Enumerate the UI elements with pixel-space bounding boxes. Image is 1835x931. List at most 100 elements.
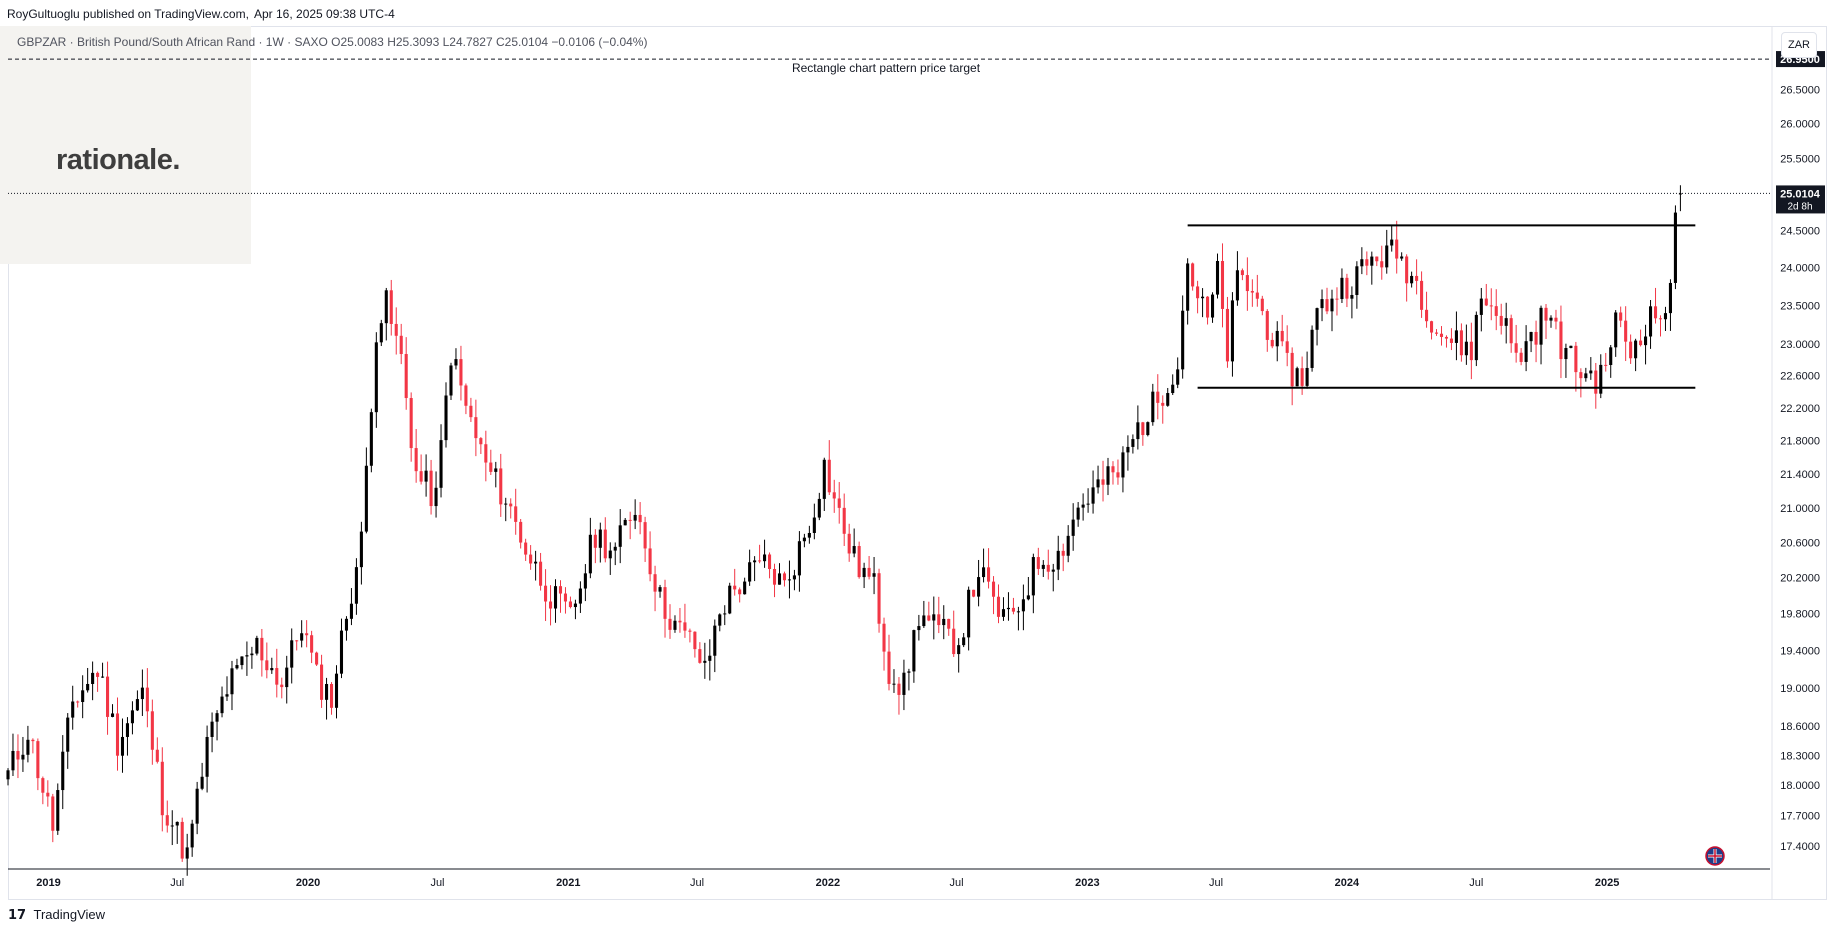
candle <box>1330 289 1334 332</box>
candle <box>91 661 95 701</box>
candle-body <box>115 713 120 756</box>
candle <box>1210 292 1215 323</box>
tradingview-footer[interactable]: 𝟭𝟳 TradingView <box>8 907 105 923</box>
candle-body <box>364 465 368 532</box>
candle-body <box>1245 275 1249 292</box>
candle-body <box>1639 340 1643 346</box>
candle <box>812 503 816 540</box>
x-tick-label: Jul <box>1209 877 1223 889</box>
candle <box>1370 251 1374 285</box>
candle-body <box>548 601 553 609</box>
candle <box>514 488 518 535</box>
candle-body <box>1186 263 1190 311</box>
candle <box>842 493 846 546</box>
candle <box>548 585 553 626</box>
candle-body <box>56 790 60 831</box>
candle-body <box>1614 312 1618 348</box>
candle <box>1459 323 1463 362</box>
candle <box>1499 303 1503 335</box>
y-tick-label: 23.0000 <box>1780 339 1820 351</box>
candle-body <box>987 567 991 582</box>
candle <box>215 710 219 741</box>
candle <box>952 610 956 657</box>
candle <box>1116 459 1120 485</box>
candle <box>1360 247 1364 275</box>
y-tick-label: 23.5000 <box>1780 300 1820 312</box>
x-tick-label: 2020 <box>296 877 320 889</box>
candle <box>1260 295 1264 316</box>
candle <box>300 620 304 648</box>
candle <box>977 559 981 607</box>
candle-body <box>399 335 403 355</box>
candle <box>1644 324 1648 365</box>
candle <box>827 440 831 496</box>
candle <box>987 548 991 589</box>
candle-body <box>982 567 986 578</box>
candle <box>1599 354 1603 399</box>
candle-body <box>927 615 931 621</box>
candle <box>305 620 309 648</box>
candle-body <box>101 676 105 678</box>
candle-body <box>802 537 806 542</box>
candle-body <box>145 687 149 712</box>
candle-body <box>36 741 40 779</box>
candle <box>1201 288 1205 318</box>
candle <box>230 660 234 711</box>
candle-body <box>1365 259 1369 266</box>
candle-body <box>1006 607 1011 610</box>
candle-body <box>1116 472 1120 478</box>
candle-body <box>1121 452 1125 478</box>
candle <box>260 628 264 677</box>
candle-body <box>1594 370 1598 394</box>
symbol-legend[interactable]: GBPZAR · British Pound/South African Ran… <box>17 35 647 49</box>
currency-button[interactable]: ZAR <box>1781 32 1817 58</box>
candle <box>1429 320 1434 340</box>
candle-body <box>1604 364 1608 366</box>
candle <box>235 658 239 670</box>
candle-body <box>130 710 134 724</box>
candle <box>947 618 951 636</box>
high-value: H25.3093 <box>387 35 440 49</box>
open-value: O25.0083 <box>331 35 384 49</box>
candle-body <box>1265 311 1269 340</box>
candle-body <box>11 750 15 771</box>
candle <box>190 819 194 857</box>
candle <box>265 642 269 679</box>
candle <box>1639 329 1643 347</box>
candle-body <box>728 585 732 614</box>
candle <box>1648 299 1653 349</box>
candle-body <box>1031 557 1035 596</box>
candle <box>553 579 558 623</box>
candle <box>1016 606 1020 631</box>
candle-body <box>648 548 652 575</box>
candle-body <box>320 664 324 700</box>
candle <box>1410 271 1414 288</box>
candle <box>568 596 572 609</box>
candle <box>115 697 120 771</box>
candle-body <box>1385 245 1389 268</box>
candle-body <box>1215 260 1220 295</box>
candle <box>1121 446 1125 493</box>
candle-body <box>568 601 572 608</box>
candle-body <box>1444 336 1449 339</box>
candle-body <box>807 532 811 538</box>
candle-body <box>1091 487 1095 504</box>
candle <box>245 641 249 676</box>
candle <box>150 699 154 765</box>
candle-body <box>1295 368 1299 387</box>
price-target-label: Rectangle chart pattern price target <box>792 61 981 75</box>
candle <box>1076 502 1080 527</box>
candle-body <box>1016 611 1020 613</box>
candle-body <box>1230 300 1234 362</box>
x-tick-label: 2024 <box>1335 877 1360 889</box>
candle <box>1021 584 1025 631</box>
candle-body <box>1061 550 1065 556</box>
candle <box>484 430 488 482</box>
y-tick-label: 18.3000 <box>1780 750 1820 762</box>
low-value: L24.7827 <box>442 35 493 49</box>
candle-body <box>1315 308 1319 330</box>
candle-body <box>1519 352 1523 362</box>
candle <box>882 617 886 671</box>
y-tick-label: 24.0000 <box>1780 263 1820 275</box>
